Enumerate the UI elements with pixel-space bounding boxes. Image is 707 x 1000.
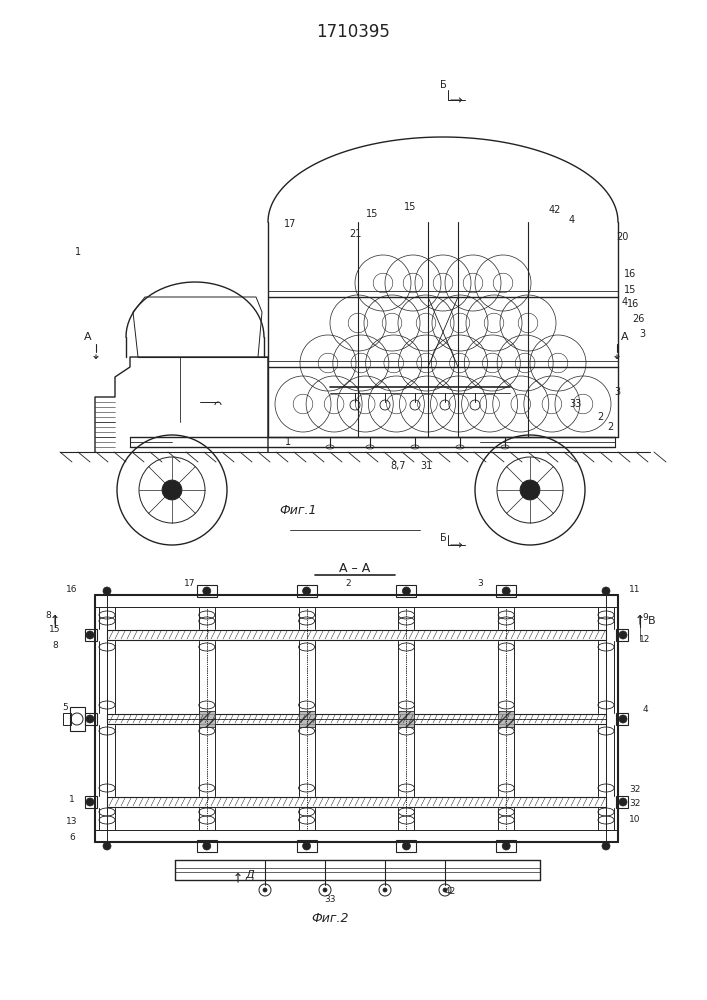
- Text: 15: 15: [404, 202, 416, 212]
- Circle shape: [502, 842, 510, 850]
- Circle shape: [303, 842, 310, 850]
- Text: 3: 3: [614, 387, 620, 397]
- Circle shape: [103, 842, 111, 850]
- Circle shape: [619, 715, 627, 723]
- Bar: [297, 840, 317, 852]
- Text: Б: Б: [440, 80, 446, 90]
- Text: 1710395: 1710395: [316, 23, 390, 41]
- Bar: [85, 796, 97, 808]
- Bar: [85, 629, 97, 641]
- Text: 8: 8: [45, 610, 51, 619]
- Bar: [197, 585, 217, 597]
- Text: 15: 15: [49, 626, 61, 635]
- Circle shape: [383, 888, 387, 892]
- Text: A: A: [621, 332, 629, 342]
- Circle shape: [323, 888, 327, 892]
- Bar: [397, 585, 416, 597]
- Text: 3: 3: [639, 329, 645, 339]
- Text: 9: 9: [642, 612, 648, 621]
- Circle shape: [303, 587, 310, 595]
- Circle shape: [619, 631, 627, 639]
- Text: 42: 42: [445, 888, 455, 896]
- Text: A: A: [84, 332, 92, 342]
- Text: 3: 3: [477, 578, 483, 587]
- Circle shape: [619, 798, 627, 806]
- Text: В: В: [648, 616, 656, 626]
- Text: 32: 32: [629, 800, 641, 808]
- Text: 2: 2: [345, 578, 351, 587]
- Bar: [197, 840, 217, 852]
- Text: 1: 1: [285, 437, 291, 447]
- Text: 1: 1: [69, 796, 75, 804]
- Bar: [85, 713, 97, 725]
- Text: 11: 11: [629, 585, 641, 594]
- Bar: [70, 707, 85, 731]
- Bar: [107, 630, 606, 640]
- Circle shape: [402, 587, 410, 595]
- Circle shape: [602, 842, 610, 850]
- Bar: [397, 840, 416, 852]
- Circle shape: [86, 798, 94, 806]
- Bar: [616, 629, 628, 641]
- Text: Б: Б: [440, 533, 446, 543]
- Circle shape: [162, 480, 182, 500]
- Text: 17: 17: [284, 219, 296, 229]
- Circle shape: [103, 587, 111, 595]
- Text: 10: 10: [629, 816, 641, 824]
- Text: 15: 15: [624, 285, 636, 295]
- Text: A – A: A – A: [339, 562, 370, 574]
- Text: 16: 16: [624, 269, 636, 279]
- Bar: [498, 711, 514, 727]
- Text: 31: 31: [420, 461, 432, 471]
- Text: 1: 1: [75, 247, 81, 257]
- Text: 5: 5: [62, 702, 68, 712]
- Text: 4: 4: [642, 704, 648, 714]
- Circle shape: [203, 587, 211, 595]
- Bar: [399, 711, 414, 727]
- Bar: [616, 796, 628, 808]
- Circle shape: [86, 715, 94, 723]
- Text: 33: 33: [569, 399, 581, 409]
- Bar: [63, 713, 71, 725]
- Text: 16: 16: [627, 299, 639, 309]
- Text: 42: 42: [549, 205, 561, 215]
- Text: 32: 32: [629, 786, 641, 794]
- Text: 8: 8: [52, 641, 58, 650]
- Circle shape: [86, 631, 94, 639]
- Bar: [298, 711, 315, 727]
- Text: 33: 33: [325, 896, 336, 904]
- Bar: [496, 585, 516, 597]
- Circle shape: [520, 480, 540, 500]
- Text: 20: 20: [616, 232, 629, 242]
- Circle shape: [443, 888, 447, 892]
- Bar: [107, 714, 606, 724]
- Circle shape: [502, 587, 510, 595]
- Text: 15: 15: [366, 209, 378, 219]
- Circle shape: [203, 842, 211, 850]
- Text: 16: 16: [66, 585, 78, 594]
- Text: 4: 4: [569, 215, 575, 225]
- Text: 8,7: 8,7: [390, 461, 406, 471]
- Text: 2: 2: [597, 412, 603, 422]
- Circle shape: [602, 587, 610, 595]
- Text: 13: 13: [66, 818, 78, 826]
- Text: 6: 6: [69, 832, 75, 842]
- Text: 21: 21: [349, 229, 361, 239]
- Bar: [616, 713, 628, 725]
- Text: Фиг.2: Фиг.2: [311, 912, 349, 924]
- Text: Д: Д: [245, 870, 255, 880]
- Bar: [107, 797, 606, 807]
- Bar: [297, 585, 317, 597]
- Text: 4: 4: [622, 297, 628, 307]
- Bar: [496, 840, 516, 852]
- Text: 26: 26: [632, 314, 644, 324]
- Text: 12: 12: [639, 636, 650, 645]
- Circle shape: [263, 888, 267, 892]
- Circle shape: [402, 842, 410, 850]
- Text: 17: 17: [185, 578, 196, 587]
- Bar: [199, 711, 215, 727]
- Text: 2: 2: [607, 422, 613, 432]
- Text: Фиг.1: Фиг.1: [279, 504, 317, 516]
